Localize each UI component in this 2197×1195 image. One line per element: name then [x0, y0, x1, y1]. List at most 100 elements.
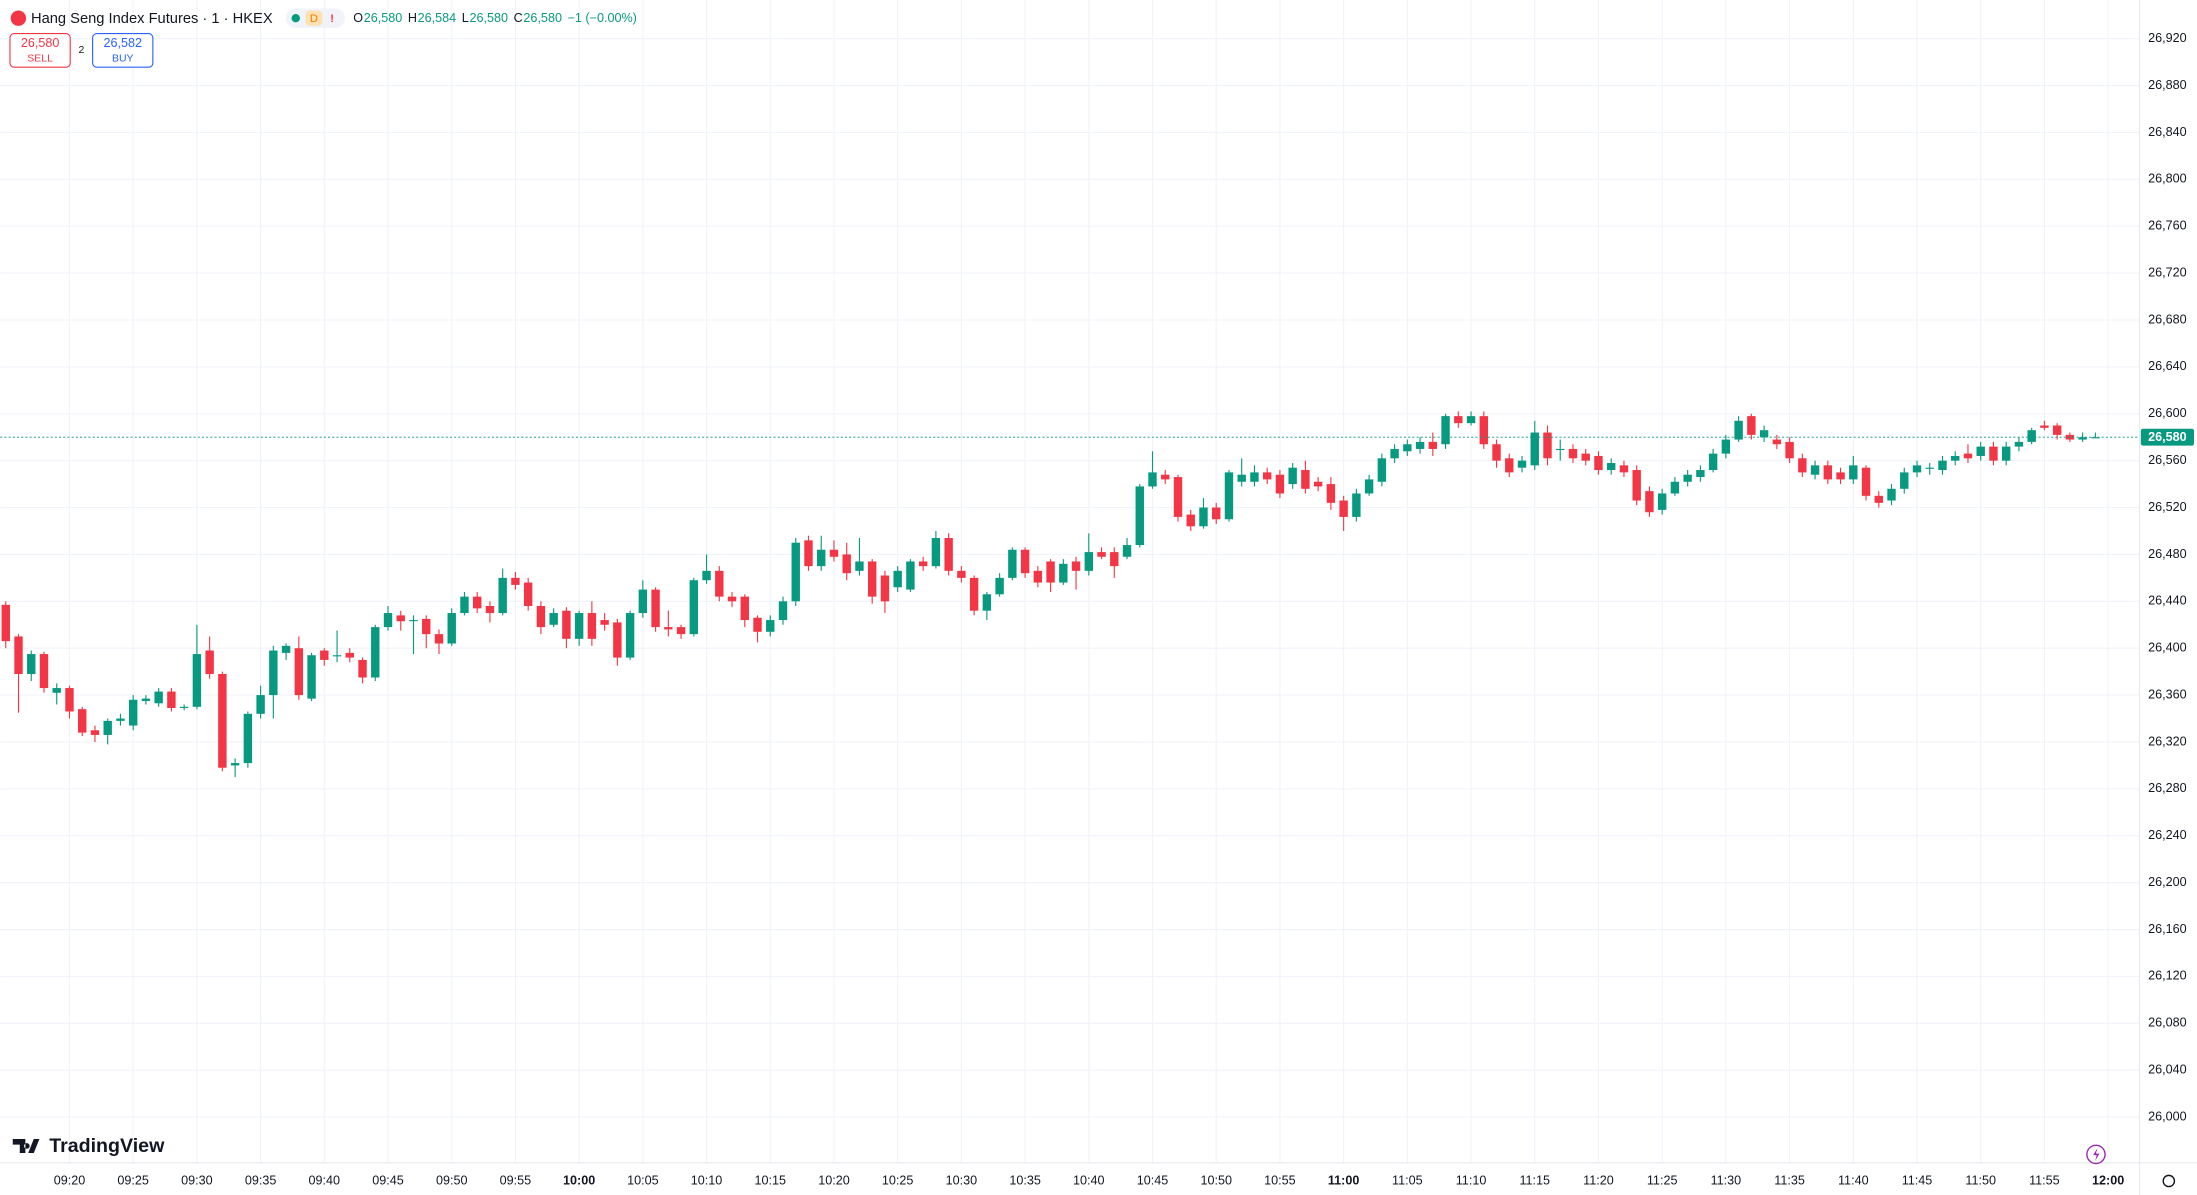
- candle-body: [1823, 465, 1833, 480]
- candle-body: [1632, 470, 1641, 501]
- candle-body: [1925, 467, 1934, 469]
- y-tick-label: 26,120: [2148, 969, 2187, 983]
- candle-body: [498, 577, 507, 614]
- lightning-button[interactable]: [2086, 1144, 2106, 1165]
- candle-body: [1963, 453, 1973, 459]
- symbol-title[interactable]: Hang Seng Index Futures · 1 · HKEX: [31, 11, 273, 27]
- candle-body: [1734, 420, 1743, 440]
- candle-body: [371, 627, 380, 678]
- candle-body: [103, 720, 112, 735]
- candle-body: [243, 713, 253, 764]
- candle-body: [332, 655, 342, 657]
- y-tick-label: 26,800: [2148, 172, 2187, 186]
- x-tick-label: 11:50: [1965, 1173, 1996, 1187]
- candle-body: [1008, 549, 1017, 578]
- y-tick-label: 26,880: [2148, 78, 2187, 92]
- candle-body: [2091, 437, 2100, 439]
- x-tick-label: 09:35: [245, 1173, 277, 1187]
- candle-body: [1594, 455, 1603, 471]
- candle-body: [1683, 474, 1692, 482]
- y-tick-label: 26,000: [2148, 1109, 2187, 1123]
- candle-body: [1670, 481, 1680, 494]
- candle-body: [906, 561, 915, 590]
- buy-label: BUY: [112, 53, 134, 65]
- x-tick-label: 09:25: [117, 1173, 149, 1187]
- brand-name[interactable]: TradingView: [49, 1135, 165, 1157]
- candle-body: [1976, 446, 1985, 456]
- candle-body: [1517, 460, 1527, 468]
- change-value: −1 (−0.00%): [568, 11, 637, 25]
- lightning-icon: [2093, 1148, 2100, 1161]
- candle-body: [1199, 507, 1208, 527]
- buy-button[interactable]: [92, 33, 154, 68]
- candle-body: [855, 561, 864, 571]
- candle-body: [473, 596, 482, 609]
- candle-body: [1275, 474, 1285, 494]
- candle-body: [1161, 474, 1170, 480]
- candle-body: [778, 601, 788, 621]
- candle-body: [1466, 416, 1476, 424]
- candle-body: [562, 610, 571, 639]
- candle-body: [982, 594, 992, 611]
- candle-body: [804, 540, 813, 567]
- brand-logo: [12, 1138, 40, 1153]
- x-tick-label: 11:25: [1647, 1173, 1678, 1187]
- candle-body: [1071, 561, 1081, 571]
- candle-body: [1861, 467, 1871, 496]
- candle-body: [1619, 465, 1629, 473]
- candle-body: [2001, 446, 2011, 461]
- candle-body: [511, 577, 520, 585]
- candle-body: [1033, 570, 1043, 583]
- x-tick-label: 11:45: [1902, 1173, 1933, 1187]
- y-tick-label: 26,600: [2148, 406, 2187, 420]
- sell-button[interactable]: [9, 33, 71, 68]
- x-tick-label: 11:30: [1711, 1173, 1742, 1187]
- candle-body: [422, 618, 431, 635]
- candle-body: [995, 577, 1004, 595]
- y-tick-label: 26,680: [2148, 312, 2187, 326]
- candle-body: [460, 596, 469, 614]
- y-tick-label: 26,080: [2148, 1016, 2187, 1030]
- buy-price: 26,582: [103, 36, 142, 50]
- candle-body: [2078, 437, 2087, 440]
- candle-body: [218, 673, 227, 768]
- candle-body: [1020, 549, 1030, 574]
- data-badge[interactable]: D: [310, 13, 318, 25]
- x-tick-label: 11:55: [2029, 1173, 2060, 1187]
- candle-body: [1810, 465, 1820, 475]
- price-axis: 26,000 26,040 26,080 26,120 26,160 26,200 26,2…: [2140, 31, 2195, 1123]
- candle-body: [1708, 453, 1718, 471]
- y-tick-label: 26,840: [2148, 125, 2187, 139]
- ohlc-key: C: [514, 11, 523, 25]
- candle-body: [574, 613, 584, 639]
- alert-badge[interactable]: !: [330, 13, 334, 25]
- candle-body: [179, 706, 189, 708]
- candle-body: [78, 709, 87, 733]
- candle-body: [1479, 416, 1488, 445]
- candle-body: [753, 617, 762, 632]
- candle-body: [1989, 446, 1998, 461]
- candle-body: [1747, 416, 1756, 435]
- x-tick-label: 11:10: [1456, 1173, 1487, 1187]
- x-tick-label: 10:10: [691, 1173, 723, 1187]
- settings-button[interactable]: [2162, 1174, 2176, 1188]
- candle-body: [256, 695, 265, 714]
- candle-body: [65, 688, 74, 712]
- candle-body: [1250, 472, 1259, 482]
- candle-body: [1, 604, 10, 642]
- x-tick-label: 12:00: [2092, 1173, 2124, 1187]
- candle-body: [1530, 432, 1539, 466]
- candle-body: [345, 652, 354, 658]
- candle-body: [1581, 453, 1590, 461]
- candle-body: [867, 561, 877, 597]
- candle-body: [1849, 465, 1858, 480]
- x-tick-label: 09:20: [54, 1173, 86, 1187]
- y-tick-label: 26,400: [2148, 641, 2187, 655]
- candle-body: [842, 554, 851, 574]
- candle-body: [1759, 430, 1769, 438]
- candle-body: [2040, 425, 2049, 428]
- candle-body: [1606, 463, 1616, 471]
- grid: [0, 0, 2140, 1163]
